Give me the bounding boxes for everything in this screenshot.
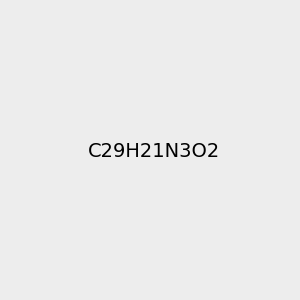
- Text: C29H21N3O2: C29H21N3O2: [88, 142, 220, 161]
